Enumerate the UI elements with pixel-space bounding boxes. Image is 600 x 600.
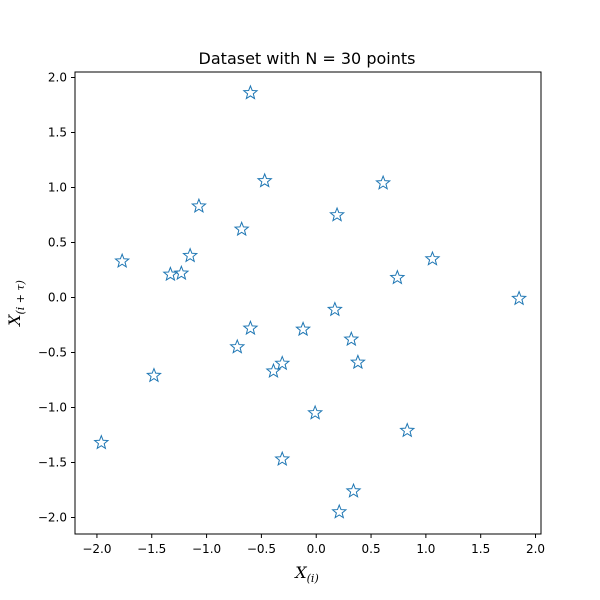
y-tick-label: 2.0 (48, 71, 67, 85)
points-layer (93, 84, 528, 519)
x-tick-label: −0.5 (247, 542, 276, 556)
y-axis-ticks: 2.0 1.5 1.0 0.5 0.0 −0.5 −1.0 −1.5 −2.0 (38, 71, 75, 525)
y-tick-label: 0.0 (48, 291, 67, 305)
x-tick-label: 0.0 (307, 542, 326, 556)
data-point-star (256, 172, 273, 188)
x-axis-label-sub: (i) (307, 572, 319, 585)
data-point-star (375, 174, 392, 190)
data-point-star (242, 84, 259, 100)
x-axis-label-main: X (293, 563, 307, 582)
y-tick-label: 1.5 (48, 126, 67, 140)
data-point-star (114, 252, 131, 268)
data-point-star (190, 197, 207, 213)
data-point-star (145, 367, 162, 383)
x-tick-label: −1.0 (192, 542, 221, 556)
x-tick-label: −1.5 (137, 542, 166, 556)
data-point-star (399, 422, 416, 438)
data-point-star (229, 338, 246, 354)
y-tick-label: −0.5 (38, 346, 67, 360)
x-axis-ticks: −2.0 −1.5 −1.0 −0.5 0.0 0.5 1.0 1.5 2.0 (82, 534, 545, 556)
data-point-star (345, 482, 362, 498)
x-tick-label: 2.0 (526, 542, 545, 556)
y-axis-label: X(i + τ) (5, 280, 27, 328)
data-point-star (511, 290, 528, 306)
y-tick-label: −2.0 (38, 511, 67, 525)
data-point-star (424, 250, 441, 266)
y-tick-label: 0.5 (48, 236, 67, 250)
x-tick-label: 1.0 (416, 542, 435, 556)
data-point-star (173, 264, 190, 281)
data-point-star (182, 247, 199, 263)
x-tick-label: −2.0 (82, 542, 111, 556)
data-point-star (343, 330, 360, 347)
plot-frame (74, 71, 542, 535)
y-tick-label: −1.5 (38, 456, 67, 470)
data-point-star (93, 434, 110, 450)
data-point-star (274, 450, 291, 466)
x-axis-label: X(i) (293, 563, 319, 585)
data-point-star (233, 220, 250, 237)
y-axis-label-sub: (i + τ) (14, 280, 27, 314)
data-point-star (242, 319, 259, 336)
data-point-star (326, 301, 343, 317)
data-point-star (349, 354, 366, 370)
y-tick-label: 1.0 (48, 181, 67, 195)
y-tick-label: −1.0 (38, 401, 67, 415)
x-tick-label: 1.5 (471, 542, 490, 556)
data-point-star (307, 404, 324, 420)
data-point-star (329, 206, 346, 222)
chart-title: Dataset with N = 30 points (199, 49, 416, 68)
y-axis-label-group: X(i + τ) (5, 280, 27, 328)
data-point-star (331, 503, 348, 519)
y-axis-label-main: X (5, 314, 24, 328)
data-point-star (389, 269, 406, 285)
x-tick-label: 0.5 (362, 542, 381, 556)
data-point-star (274, 355, 291, 371)
data-point-star (295, 321, 312, 337)
